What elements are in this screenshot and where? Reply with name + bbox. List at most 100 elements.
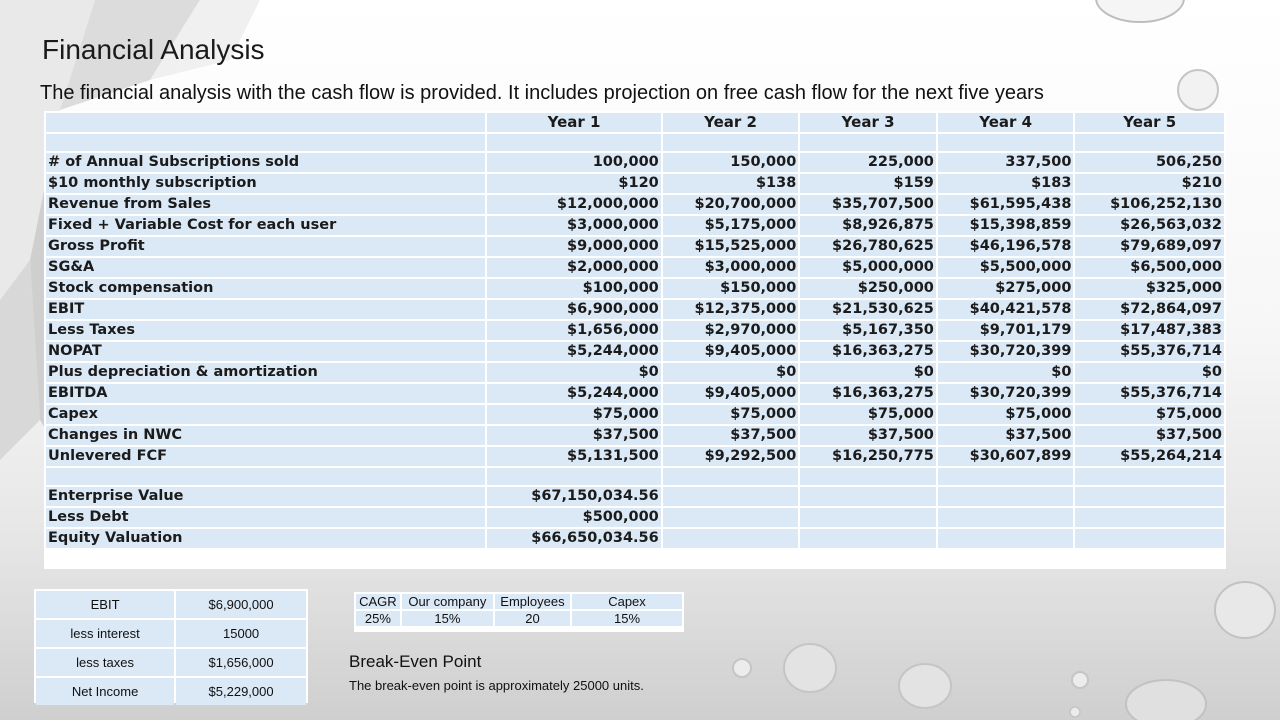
row-value: $5,244,000 [487, 342, 661, 361]
row-value: $5,000,000 [800, 258, 936, 277]
row-value: $106,252,130 [1075, 195, 1224, 214]
empty-cell [1075, 529, 1224, 548]
row-value: $75,000 [1075, 405, 1224, 424]
empty-cell [1075, 508, 1224, 527]
empty-cell [662, 508, 799, 527]
table-row [46, 468, 1224, 485]
empty-cell [662, 529, 799, 548]
table-row: Unlevered FCF $5,131,500 $9,292,500 $16,250… [46, 447, 1224, 466]
empty-cell [800, 529, 936, 548]
spacer-cell [662, 468, 799, 485]
row-label: Stock compensation [46, 279, 486, 298]
row-label: Revenue from Sales [46, 195, 486, 214]
valuation-label: Equity Valuation [46, 529, 486, 548]
capex-value: 15% [572, 611, 682, 626]
row-label: Unlevered FCF [46, 447, 486, 466]
spacer-cell [1075, 468, 1224, 485]
row-label: EBITDA [46, 384, 486, 403]
row-value: $9,701,179 [937, 321, 1074, 340]
spacer-cell [487, 468, 661, 485]
row-label: Plus depreciation & amortization [46, 363, 486, 382]
valuation-label: Less Debt [46, 508, 486, 527]
table-row: Changes in NWC $37,500 $37,500 $37,500 $37,5… [46, 426, 1224, 445]
header-year-3: Year 3 [800, 113, 936, 132]
row-value: $37,500 [487, 426, 661, 445]
table-row [46, 134, 1224, 151]
row-value: $12,000,000 [487, 195, 661, 214]
row-value: $55,264,214 [1075, 447, 1224, 466]
row-value: $17,487,383 [1075, 321, 1224, 340]
income-label: Net Income [36, 678, 175, 705]
cagr-header: CAGR [356, 594, 400, 609]
employees-header: Employees [494, 594, 570, 609]
row-value: $9,405,000 [662, 342, 799, 361]
row-value: $37,500 [1075, 426, 1224, 445]
row-value: $0 [800, 363, 936, 382]
row-value: $275,000 [937, 279, 1074, 298]
valuation-value: $66,650,034.56 [487, 529, 661, 548]
capex-header: Capex [572, 594, 682, 609]
spacer-cell [800, 134, 936, 151]
table-row: less interest 15000 [36, 620, 306, 647]
spacer-cell [662, 134, 799, 151]
table-row: Capex $75,000 $75,000 $75,000 $75,000 $75,000 [46, 405, 1224, 424]
row-value: $30,607,899 [937, 447, 1074, 466]
row-value: $159 [800, 174, 936, 193]
header-blank [46, 113, 486, 132]
row-value: $40,421,578 [937, 300, 1074, 319]
row-value: $250,000 [800, 279, 936, 298]
empty-cell [937, 487, 1074, 506]
our-company-value: 15% [401, 611, 493, 626]
income-value: $5,229,000 [176, 678, 306, 705]
row-value: $35,707,500 [800, 195, 936, 214]
header-year-4: Year 4 [937, 113, 1074, 132]
row-label: # of Annual Subscriptions sold [46, 153, 486, 172]
row-value: $120 [487, 174, 661, 193]
row-value: $79,689,097 [1075, 237, 1224, 256]
row-label: Capex [46, 405, 486, 424]
spacer-cell [800, 468, 936, 485]
row-value: $9,292,500 [662, 447, 799, 466]
row-value: $75,000 [937, 405, 1074, 424]
net-income-table: EBIT $6,900,000 less interest 15000 less tax… [34, 589, 308, 705]
row-value: $15,398,859 [937, 216, 1074, 235]
table-row: Less Debt $500,000 [46, 508, 1224, 527]
break-even-title: Break-Even Point [349, 652, 482, 671]
row-value: $26,563,032 [1075, 216, 1224, 235]
growth-rate-table: CAGR Our company Employees Capex 25% 15%… [354, 592, 684, 632]
valuation-label: Enterprise Value [46, 487, 486, 506]
row-value: $37,500 [800, 426, 936, 445]
row-value: $183 [937, 174, 1074, 193]
cash-flow-table: Year 1 Year 2 Year 3 Year 4 Year 5 # of … [44, 111, 1226, 569]
row-value: $75,000 [662, 405, 799, 424]
row-value: $8,926,875 [800, 216, 936, 235]
row-value: $15,525,000 [662, 237, 799, 256]
table-row: Gross Profit $9,000,000 $15,525,000 $26,780… [46, 237, 1224, 256]
row-value: $12,375,000 [662, 300, 799, 319]
table-row: Stock compensation $100,000 $150,000 $250,0… [46, 279, 1224, 298]
empty-cell [800, 508, 936, 527]
row-value: $5,167,350 [800, 321, 936, 340]
row-label: Changes in NWC [46, 426, 486, 445]
slide-title: Financial Analysis [42, 34, 265, 65]
row-value: $2,970,000 [662, 321, 799, 340]
row-value: $61,595,438 [937, 195, 1074, 214]
row-value: $37,500 [662, 426, 799, 445]
row-value: $3,000,000 [487, 216, 661, 235]
cagr-value: 25% [356, 611, 400, 626]
spacer-cell [46, 468, 486, 485]
row-value: $30,720,399 [937, 342, 1074, 361]
table-row: $10 monthly subscription $120 $138 $159 $183… [46, 174, 1224, 193]
table-row: Net Income $5,229,000 [36, 678, 306, 705]
row-label: Less Taxes [46, 321, 486, 340]
valuation-value: $67,150,034.56 [487, 487, 661, 506]
row-value: $16,363,275 [800, 384, 936, 403]
row-value: $46,196,578 [937, 237, 1074, 256]
row-value: $5,175,000 [662, 216, 799, 235]
row-value: $55,376,714 [1075, 342, 1224, 361]
row-value: 150,000 [662, 153, 799, 172]
row-value: $20,700,000 [662, 195, 799, 214]
row-value: $9,405,000 [662, 384, 799, 403]
our-company-header: Our company [401, 594, 493, 609]
table-row: Fixed + Variable Cost for each user $3,00… [46, 216, 1224, 235]
